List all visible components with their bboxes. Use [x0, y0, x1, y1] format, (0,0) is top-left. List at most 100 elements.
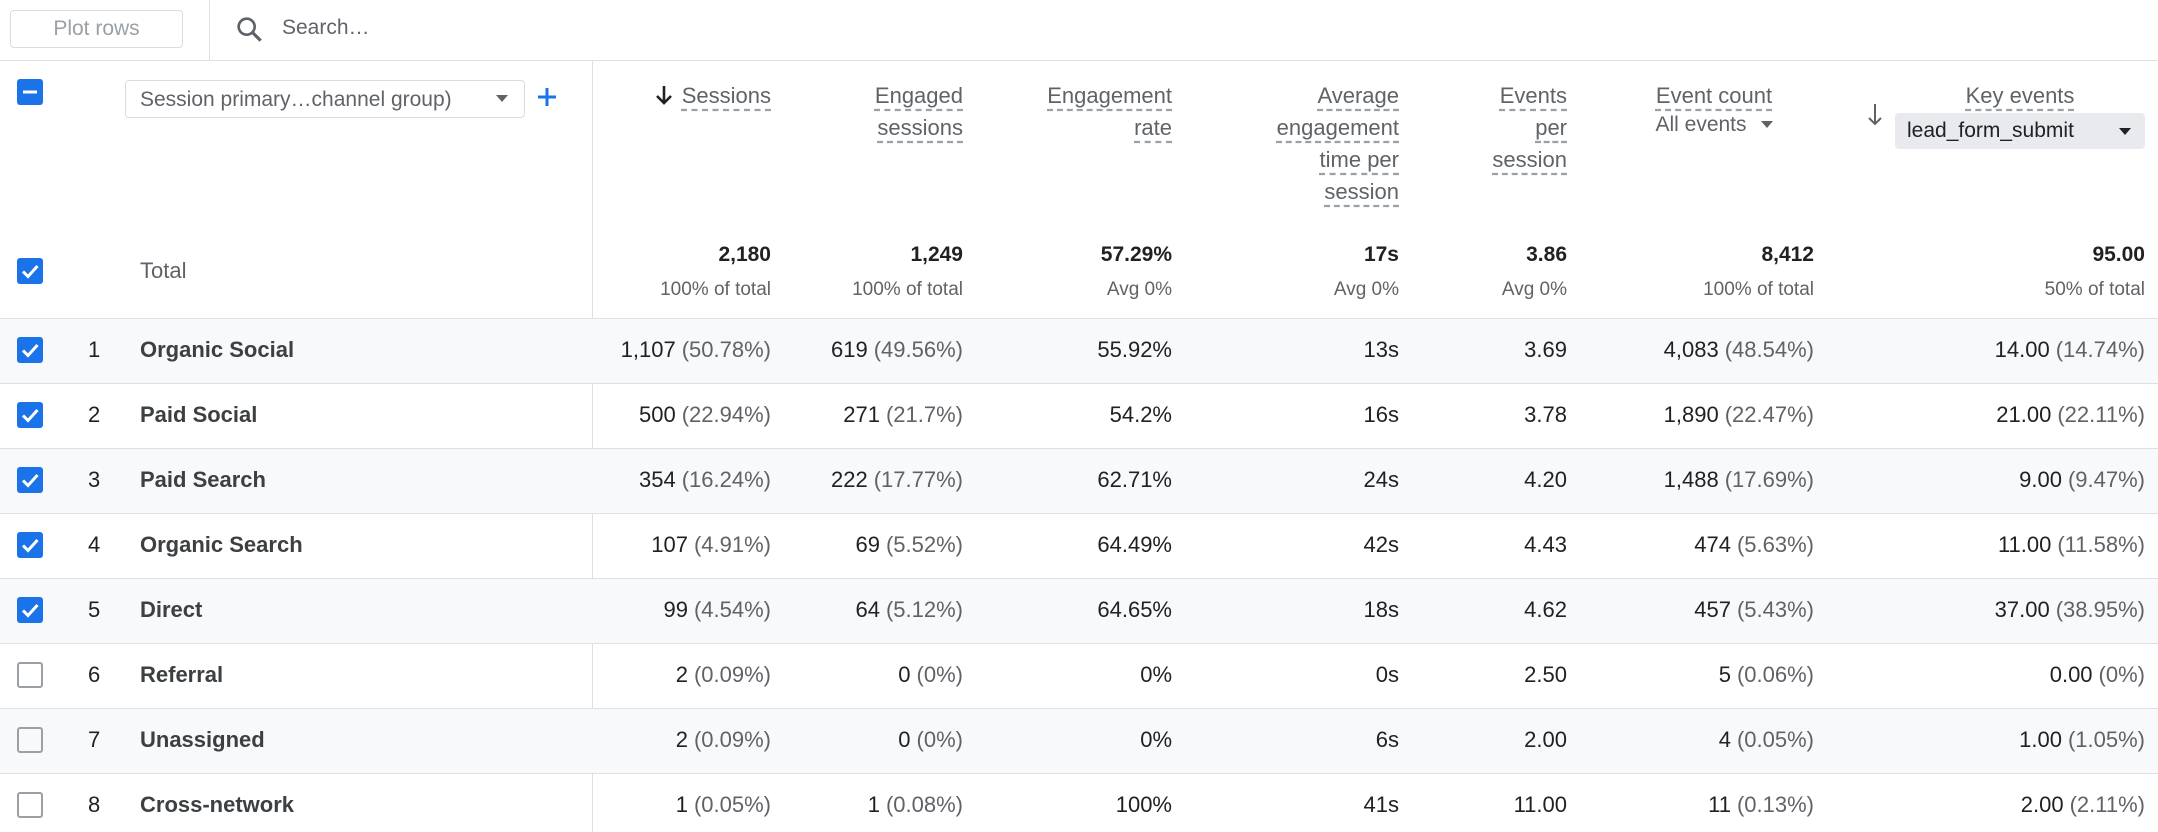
- cell: 500 (22.94%): [639, 402, 771, 428]
- checkbox[interactable]: [17, 258, 43, 284]
- dropdown-arrow: [496, 95, 508, 102]
- cell-value: 21.00: [1996, 402, 2052, 427]
- checkbox[interactable]: [17, 467, 43, 493]
- cell-value: 13s: [1363, 337, 1399, 362]
- cell: 457 (5.43%): [1694, 597, 1814, 623]
- cell: 37.00 (38.95%): [1995, 597, 2145, 623]
- cell-value: 11.00: [1997, 532, 2052, 557]
- cell-value: 3.69: [1524, 337, 1567, 362]
- cell: 5 (0.06%): [1719, 662, 1814, 688]
- cell: 13s: [1364, 337, 1399, 363]
- checkbox[interactable]: [17, 402, 43, 428]
- cell-value: 6s: [1375, 727, 1399, 752]
- cell-value: 55.92%: [1097, 337, 1172, 362]
- table-row: [0, 708, 2158, 774]
- cell: 69 (5.52%): [855, 532, 963, 558]
- cell-share: (38.95%): [2055, 597, 2145, 622]
- row-name: Referral: [140, 662, 224, 687]
- cell: 62.71%: [1097, 467, 1172, 493]
- checkbox[interactable]: [17, 727, 43, 753]
- cell-share: (49.56%): [873, 337, 963, 362]
- row-name: Paid Social: [140, 402, 258, 427]
- cell-value: 1.00: [2019, 727, 2062, 752]
- column-header[interactable]: Sessions: [571, 80, 771, 112]
- cell-value: 5: [1718, 662, 1731, 687]
- cell: 2 (0.09%): [676, 727, 771, 753]
- cell-share: (0%): [2098, 662, 2145, 687]
- cell-value: 41s: [1363, 792, 1399, 817]
- cell: 54.2%: [1110, 402, 1172, 428]
- row-name: Unassigned: [140, 727, 265, 752]
- cell-value: 0%: [1140, 727, 1172, 752]
- cell: 1,107 (50.78%): [621, 337, 771, 363]
- cell-value: 4.20: [1524, 467, 1567, 492]
- row-name: Cross-network: [140, 792, 295, 817]
- column-header[interactable]: Average engagement time per session: [1269, 80, 1399, 208]
- column-header[interactable]: Events per session: [1477, 80, 1567, 176]
- cell-value: 99: [663, 597, 688, 622]
- cell-share: (0.09%): [693, 727, 771, 752]
- checkbox[interactable]: [17, 532, 43, 558]
- cell-value: 474: [1694, 532, 1731, 557]
- cell-value: 222: [831, 467, 868, 492]
- cell: 11.00: [1514, 792, 1567, 818]
- row-index: 4: [88, 532, 101, 557]
- cell-share: (0.06%): [1736, 662, 1814, 687]
- checkbox[interactable]: [17, 662, 43, 688]
- cell-share: (9.47%): [2067, 467, 2145, 492]
- column-header[interactable]: Key events: [1895, 80, 2145, 112]
- cell-share: (0.13%): [1736, 792, 1814, 817]
- cell: 2.00: [1524, 727, 1567, 753]
- cell: 2.50: [1524, 662, 1567, 688]
- checkbox[interactable]: [17, 337, 43, 363]
- checkbox[interactable]: [17, 792, 43, 818]
- cell-share: (0%): [916, 662, 963, 687]
- row-index: 2: [88, 402, 101, 427]
- checkbox[interactable]: [17, 597, 43, 623]
- total-value: 17s: [1363, 243, 1399, 266]
- total-value: 8,412: [1761, 243, 1814, 266]
- sort-arrow: [1865, 102, 1885, 133]
- add-dimension-button[interactable]: [536, 86, 558, 108]
- total-note: 50% of total: [2044, 279, 2145, 300]
- total-note: 100% of total: [1703, 279, 1814, 300]
- total-note: Avg 0%: [1501, 279, 1567, 300]
- cell-value: 11: [1708, 792, 1731, 817]
- cell-share: (0.08%): [885, 792, 963, 817]
- cell-value: 3.78: [1524, 402, 1567, 427]
- plot-rows-button[interactable]: Plot rows: [10, 10, 183, 48]
- checkbox[interactable]: [17, 79, 43, 105]
- column-header[interactable]: Engagement rate: [1042, 80, 1172, 144]
- cell-share: (22.47%): [1724, 402, 1814, 427]
- cell-share: (22.94%): [681, 402, 771, 427]
- cell-value: 354: [639, 467, 676, 492]
- filter-dropdown[interactable]: All events: [1614, 113, 1814, 137]
- dimension-dropdown[interactable]: Session primary…channel group): [125, 80, 525, 118]
- cell-value: 4: [1718, 727, 1731, 752]
- cell-share: (21.7%): [885, 402, 963, 427]
- divider: [0, 60, 2158, 61]
- search-icon: [237, 17, 262, 42]
- cell: 64 (5.12%): [855, 597, 963, 623]
- column-header[interactable]: Event count: [1614, 80, 1814, 112]
- cell: 2 (0.09%): [676, 662, 771, 688]
- filter-chip[interactable]: lead_form_submit: [1895, 113, 2145, 149]
- column-header[interactable]: Engaged sessions: [833, 80, 963, 144]
- cell-share: (4.91%): [693, 532, 771, 557]
- cell: 2.00 (2.11%): [2021, 792, 2145, 818]
- table-row: [0, 643, 2158, 709]
- row-index: 3: [88, 467, 101, 492]
- cell: 474 (5.63%): [1694, 532, 1814, 558]
- search-input[interactable]: Search…: [282, 16, 370, 39]
- cell-value: 0.00: [2049, 662, 2093, 687]
- cell-share: (48.54%): [1724, 337, 1814, 362]
- cell: 1 (0.05%): [676, 792, 771, 818]
- cell-share: (2.11%): [2069, 792, 2145, 817]
- cell-share: (22.11%): [2057, 402, 2145, 427]
- cell: 9.00 (9.47%): [2019, 467, 2145, 493]
- total-value: 95.00: [2092, 243, 2145, 266]
- cell-share: (5.63%): [1736, 532, 1814, 557]
- cell-value: 16s: [1363, 402, 1399, 427]
- cell: 24s: [1364, 467, 1399, 493]
